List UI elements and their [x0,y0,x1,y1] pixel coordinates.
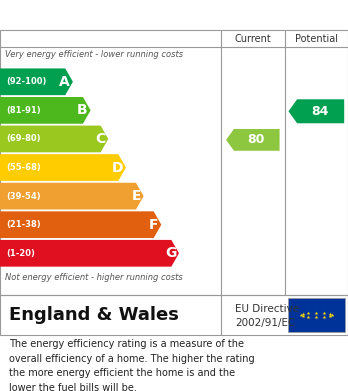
Text: B: B [77,103,88,117]
Text: Very energy efficient - lower running costs: Very energy efficient - lower running co… [5,50,183,59]
Text: (55-68): (55-68) [6,163,41,172]
Text: (1-20): (1-20) [6,249,35,258]
Text: Energy Efficiency Rating: Energy Efficiency Rating [9,7,219,23]
Polygon shape [0,212,161,238]
Polygon shape [0,183,144,210]
Text: D: D [112,161,123,174]
Text: (69-80): (69-80) [6,135,41,143]
Polygon shape [226,129,279,151]
Text: (92-100): (92-100) [6,77,47,86]
Text: Potential: Potential [295,34,338,44]
Text: F: F [149,218,159,232]
Polygon shape [288,99,344,123]
Text: 80: 80 [248,133,265,146]
Text: (81-91): (81-91) [6,106,41,115]
Text: Current: Current [235,34,271,44]
Text: C: C [95,132,105,146]
Polygon shape [0,68,73,95]
Text: G: G [165,246,176,260]
Polygon shape [0,240,179,267]
Text: Not energy efficient - higher running costs: Not energy efficient - higher running co… [5,273,183,282]
Text: England & Wales: England & Wales [9,306,179,324]
Text: The energy efficiency rating is a measure of the
overall efficiency of a home. T: The energy efficiency rating is a measur… [9,339,254,391]
Text: EU Directive: EU Directive [235,304,299,314]
Text: (39-54): (39-54) [6,192,41,201]
Text: 2002/91/EC: 2002/91/EC [235,318,295,328]
Polygon shape [0,154,126,181]
Text: A: A [60,75,70,89]
Bar [288,298,345,332]
Text: (21-38): (21-38) [6,220,41,229]
Text: E: E [131,189,141,203]
Polygon shape [0,126,108,152]
Text: 84: 84 [311,105,329,118]
Polygon shape [0,97,90,124]
